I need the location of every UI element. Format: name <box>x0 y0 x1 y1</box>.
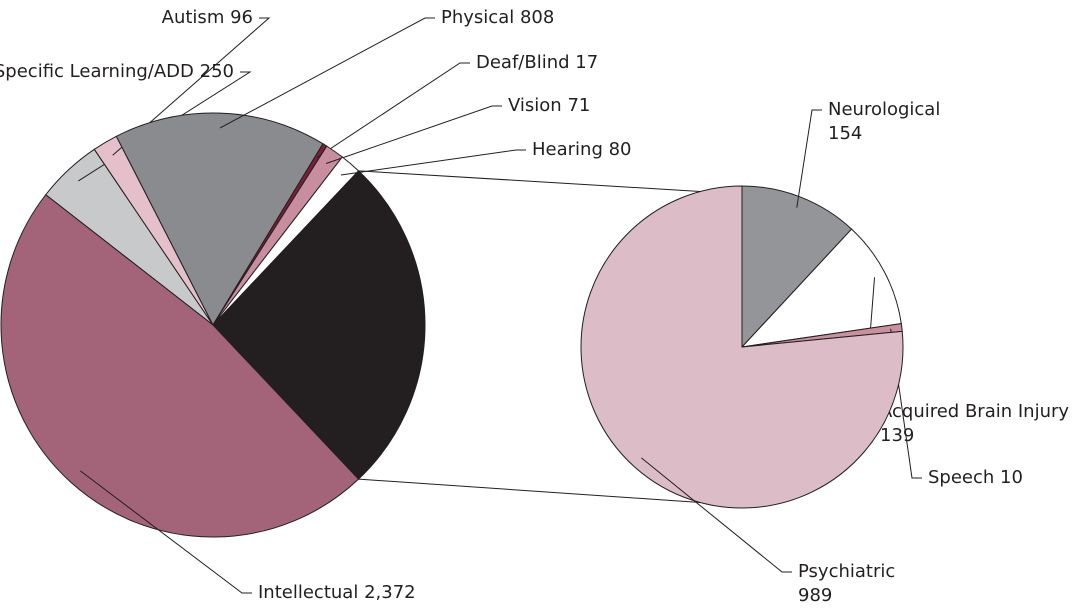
slice-value: 139 <box>880 425 914 446</box>
pie-slice <box>741 185 853 349</box>
leader-line <box>325 105 502 165</box>
leader-line <box>219 17 435 129</box>
slice-label: Autism 96 <box>162 7 253 28</box>
slice-name: Vision <box>508 95 562 116</box>
slice-value: 71 <box>567 95 590 116</box>
slice-label: Specific Learning/ADD 250 <box>0 61 234 82</box>
connector-line <box>358 170 701 192</box>
connector-line <box>358 478 701 504</box>
slice-label: Speech 10 <box>928 467 1023 488</box>
slice-label: Acquired Brain Injury 139 <box>880 401 1069 446</box>
slice-label: Hearing 80 <box>532 139 632 160</box>
slice-label: Deaf/Blind 17 <box>476 52 598 73</box>
slice-value: 80 <box>609 139 632 160</box>
slice-value: 154 <box>828 123 862 144</box>
leader-line <box>112 17 271 156</box>
slice-name: Speech <box>928 467 994 488</box>
pie-slice <box>0 194 360 538</box>
slice-value: 17 <box>575 52 598 73</box>
pie-slice <box>740 228 902 348</box>
slice-value: 2,372 <box>364 582 416 603</box>
slice-label: Psychiatric 989 <box>798 561 895 606</box>
pie-slice <box>115 112 324 327</box>
slice-value: 10 <box>1000 467 1023 488</box>
slice-name: Autism <box>162 7 225 28</box>
slice-name: Hearing <box>532 139 603 160</box>
slice-name: Specific Learning/ADD <box>0 61 194 82</box>
leader-line <box>316 62 470 158</box>
slice-value: 808 <box>520 7 554 28</box>
slice-value: 989 <box>798 585 832 606</box>
leader-line <box>641 457 792 573</box>
slice-value: 250 <box>200 61 234 82</box>
slice-label: Neurological 154 <box>828 99 940 144</box>
leader-line <box>796 109 822 208</box>
slice-name: Deaf/Blind <box>476 52 570 73</box>
pie-slice <box>212 170 426 480</box>
leader-line <box>80 470 252 594</box>
slice-name: Intellectual <box>258 582 358 603</box>
slice-name: Psychiatric <box>798 561 895 582</box>
slice-label: Intellectual 2,372 <box>258 582 416 603</box>
slice-name: Acquired Brain Injury <box>880 401 1069 422</box>
slice-label: Vision 71 <box>508 95 590 116</box>
slice-name: Neurological <box>828 99 940 120</box>
slice-label: Physical 808 <box>441 7 554 28</box>
pie-slice <box>580 185 904 509</box>
slice-value: 96 <box>230 7 253 28</box>
leader-line <box>340 149 526 176</box>
slice-name: Physical <box>441 7 514 28</box>
